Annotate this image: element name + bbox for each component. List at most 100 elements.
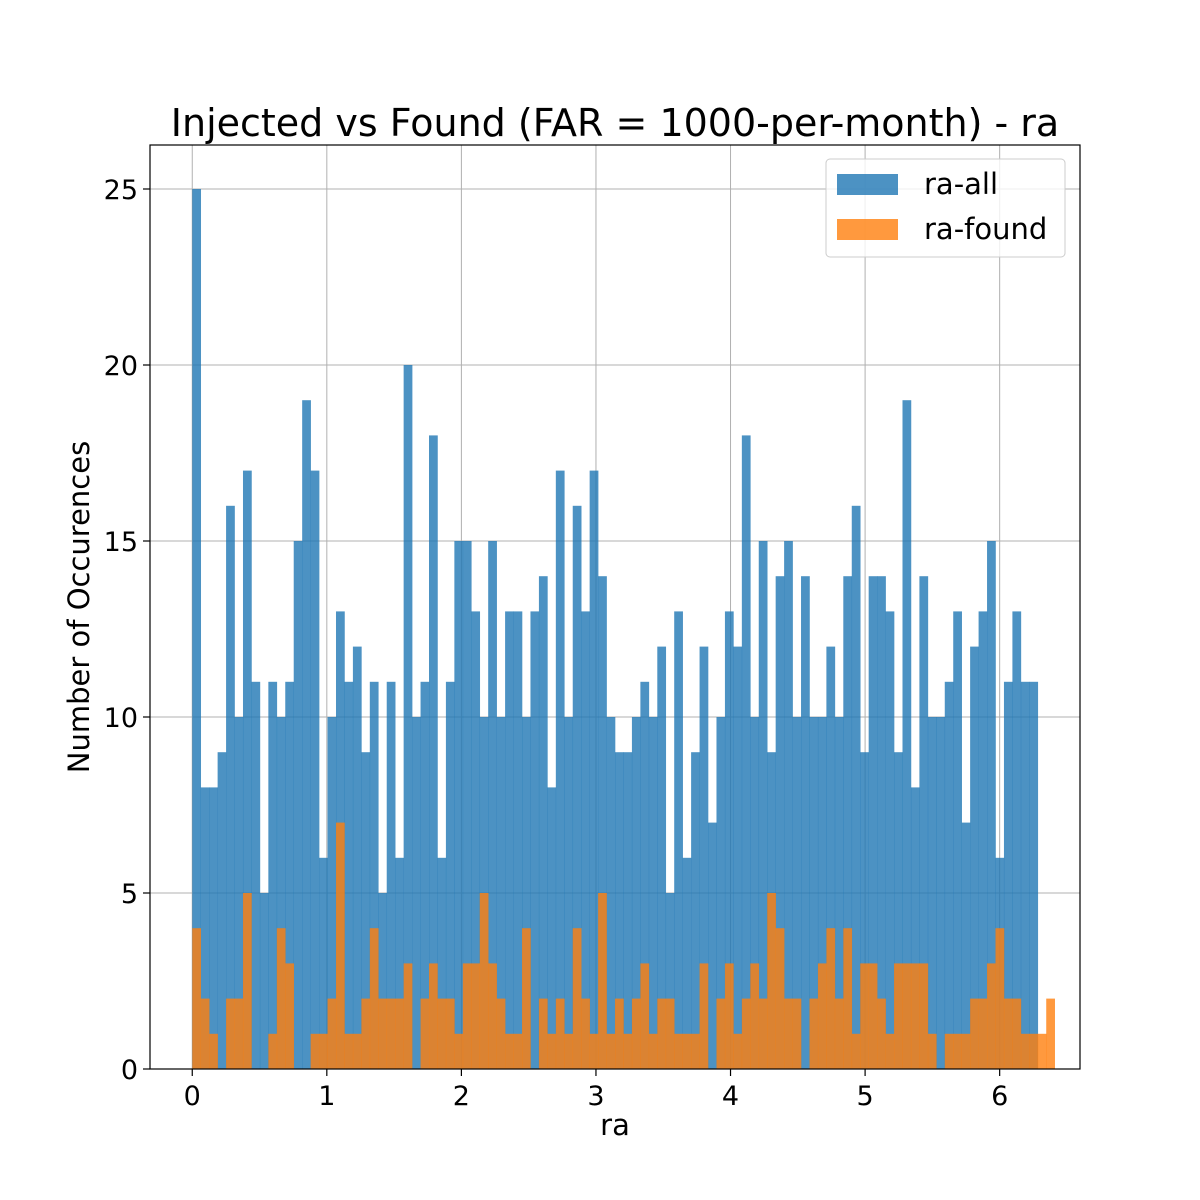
bar-ra-all	[462, 541, 472, 1069]
bar-ra-all	[631, 717, 641, 1069]
bar-ra-all	[471, 611, 481, 1069]
bar-ra-all	[226, 505, 235, 1069]
bar-ra-found	[344, 1033, 354, 1069]
bar-ra-found	[268, 1033, 278, 1069]
x-tick-label: 1	[318, 1081, 335, 1112]
bar-ra-all	[606, 717, 616, 1069]
bar-ra-found	[724, 963, 734, 1069]
bar-ra-all	[927, 717, 937, 1069]
bar-ra-all	[1020, 681, 1030, 1069]
x-tick-label: 5	[857, 1081, 874, 1112]
bar-ra-found	[505, 1033, 514, 1069]
chart-title: Injected vs Found (FAR = 1000-per-month)…	[171, 101, 1059, 145]
bar-ra-all	[209, 787, 218, 1069]
bar-ra-found	[513, 1033, 523, 1069]
bar-ra-found	[682, 1033, 692, 1069]
bar-ra-found	[640, 963, 650, 1069]
bar-ra-found	[699, 963, 709, 1069]
bar-ra-all	[268, 681, 278, 1069]
bar-ra-all	[851, 505, 861, 1069]
bar-ra-found	[234, 998, 244, 1069]
bar-ra-all	[445, 681, 455, 1069]
bar-ra-found	[1037, 1033, 1047, 1069]
bar-ra-all	[403, 365, 413, 1069]
bar-ra-all	[530, 611, 540, 1069]
bar-ra-found	[894, 963, 903, 1069]
bar-ra-all	[437, 857, 447, 1069]
bar-ra-found	[927, 1033, 937, 1069]
bar-ra-all	[987, 541, 996, 1069]
bar-ra-found	[395, 998, 404, 1069]
bar-ra-found	[995, 928, 1005, 1069]
bar-ra-all	[750, 717, 760, 1069]
bar-ra-all	[894, 752, 903, 1069]
bar-ra-found	[1046, 998, 1055, 1069]
bar-ra-found	[209, 1033, 218, 1069]
bar-ra-found	[784, 998, 793, 1069]
bar-ra-all	[454, 541, 464, 1069]
bar-ra-found	[750, 963, 760, 1069]
bar-ra-found	[877, 998, 886, 1069]
bar-ra-found	[437, 998, 447, 1069]
histogram-bars	[192, 189, 1055, 1070]
bar-ra-found	[276, 928, 286, 1069]
bar-ra-found	[572, 928, 582, 1069]
bar-ra-found	[809, 998, 819, 1069]
bar-ra-found	[674, 1033, 683, 1069]
bar-ra-found	[319, 1033, 328, 1069]
bar-ra-found	[657, 998, 667, 1069]
bar-ra-found	[716, 998, 726, 1069]
bar-ra-found	[868, 963, 878, 1069]
bar-ra-all	[1029, 681, 1039, 1069]
bar-ra-found	[648, 1033, 658, 1069]
bar-ra-all	[581, 611, 590, 1069]
bar-ra-found	[733, 1033, 743, 1069]
bar-ra-found	[792, 998, 802, 1069]
bar-ra-found	[1020, 1033, 1030, 1069]
bar-ra-all	[217, 752, 227, 1069]
bar-ra-all	[555, 470, 565, 1070]
bar-ra-found	[327, 998, 337, 1069]
legend-swatch-ra-found	[837, 219, 898, 240]
bar-ra-all	[420, 681, 430, 1069]
bar-ra-found	[919, 963, 929, 1069]
bar-ra-found	[581, 998, 590, 1069]
bar-ra-found	[445, 998, 455, 1069]
bar-ra-all	[352, 646, 362, 1069]
x-axis-label: ra	[600, 1108, 630, 1142]
bar-ra-all	[801, 576, 810, 1069]
bar-ra-all	[327, 717, 337, 1069]
bar-ra-all	[699, 646, 709, 1069]
y-tick-label: 20	[104, 351, 138, 382]
x-axis-ticks: 0 1 2 3 4 5 6	[184, 1069, 1008, 1112]
bar-ra-found	[843, 928, 853, 1069]
bar-ra-all	[665, 893, 675, 1069]
bar-ra-found	[598, 893, 607, 1069]
bar-ra-found	[978, 998, 988, 1069]
bar-ra-all	[276, 717, 286, 1069]
bar-ra-all	[826, 646, 836, 1069]
bar-ra-all	[682, 857, 692, 1069]
bar-ra-found	[953, 1033, 962, 1069]
bar-ra-found	[741, 998, 751, 1069]
bar-ra-found	[606, 1033, 616, 1069]
x-tick-label: 0	[184, 1081, 201, 1112]
bar-ra-all	[944, 681, 954, 1069]
bar-ra-found	[564, 1033, 574, 1069]
legend-swatch-ra-all	[837, 174, 898, 195]
bar-ra-found	[987, 963, 996, 1069]
bar-ra-all	[589, 470, 599, 1070]
bar-ra-found	[826, 928, 836, 1069]
y-tick-label: 25	[104, 175, 138, 206]
bar-ra-found	[767, 893, 776, 1069]
bar-ra-found	[885, 1033, 895, 1069]
bar-ra-all	[547, 787, 557, 1069]
bar-ra-all	[978, 611, 988, 1069]
bar-ra-all	[834, 717, 844, 1069]
bar-ra-found	[1003, 998, 1013, 1069]
bar-ra-all	[259, 893, 269, 1069]
bar-ra-all	[809, 717, 819, 1069]
bar-ra-all	[691, 752, 700, 1069]
bar-ra-all	[733, 646, 743, 1069]
bar-ra-found	[623, 1033, 633, 1069]
